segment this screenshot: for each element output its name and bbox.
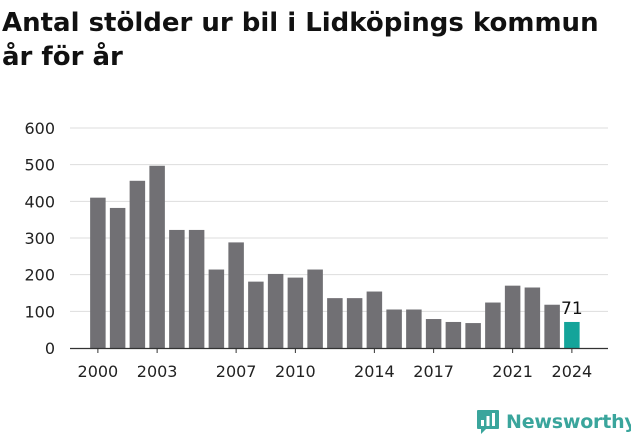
- newsworthy-brand: Newsworthy: [476, 408, 631, 436]
- x-tick-label: 2017: [413, 362, 454, 381]
- bar-2016: [406, 309, 422, 348]
- brand-name: Newsworthy: [506, 411, 631, 433]
- y-tick-label: 500: [24, 156, 55, 175]
- bar-2017: [425, 319, 442, 348]
- bar-2020: [485, 302, 501, 348]
- y-tick-label: 400: [24, 192, 55, 211]
- x-tick-label: 2003: [137, 362, 178, 381]
- bar-2011: [307, 269, 323, 348]
- bar-2024: [564, 321, 580, 348]
- bar-2019: [465, 323, 481, 348]
- bar-2013: [346, 298, 363, 348]
- bar-2008: [248, 281, 264, 348]
- y-tick-label: 0: [45, 339, 55, 358]
- data-labels: 71: [561, 299, 583, 319]
- bar-2018: [445, 321, 462, 348]
- bar-2009: [267, 273, 284, 348]
- x-axis-tick-labels: 2000 2003 2007 2010 2014 2017 2021 2024: [78, 348, 593, 381]
- bar-2000: [90, 197, 106, 348]
- x-tick-label: 2021: [492, 362, 533, 381]
- bar-2015: [386, 309, 402, 348]
- x-tick-label: 2007: [216, 362, 257, 381]
- bar-2003: [149, 165, 165, 348]
- bar-2012: [327, 298, 343, 348]
- bar-2014: [366, 291, 383, 348]
- y-axis-tick-labels: 0 100 200 300 400 500 600: [24, 119, 55, 358]
- y-tick-label: 100: [24, 302, 55, 321]
- bar-2001: [109, 207, 126, 348]
- bar-2023: [544, 304, 560, 348]
- bar-2007: [228, 242, 244, 348]
- x-tick-label: 2024: [552, 362, 593, 381]
- bar-2010: [287, 277, 304, 348]
- bar-2004: [169, 229, 185, 348]
- bar-2021: [504, 285, 521, 348]
- bar-chart: 0 100 200 300 400 500 600 2000 2003 2007 2010 2014…: [24, 119, 608, 381]
- newsworthy-logo-icon: [477, 410, 499, 434]
- x-tick-label: 2014: [354, 362, 395, 381]
- chart-title: Antal stölder ur bil i Lidköpings kommun…: [2, 8, 599, 72]
- bar-2006: [208, 269, 225, 348]
- bar-2022: [524, 287, 541, 348]
- bars: [90, 165, 580, 348]
- x-tick-label: 2010: [275, 362, 316, 381]
- y-tick-label: 600: [24, 119, 55, 138]
- x-tick-label: 2000: [78, 362, 119, 381]
- y-tick-label: 200: [24, 266, 55, 285]
- data-label: 71: [561, 299, 583, 319]
- bar-2002: [129, 180, 146, 348]
- bar-2005: [188, 229, 205, 348]
- y-tick-label: 300: [24, 229, 55, 248]
